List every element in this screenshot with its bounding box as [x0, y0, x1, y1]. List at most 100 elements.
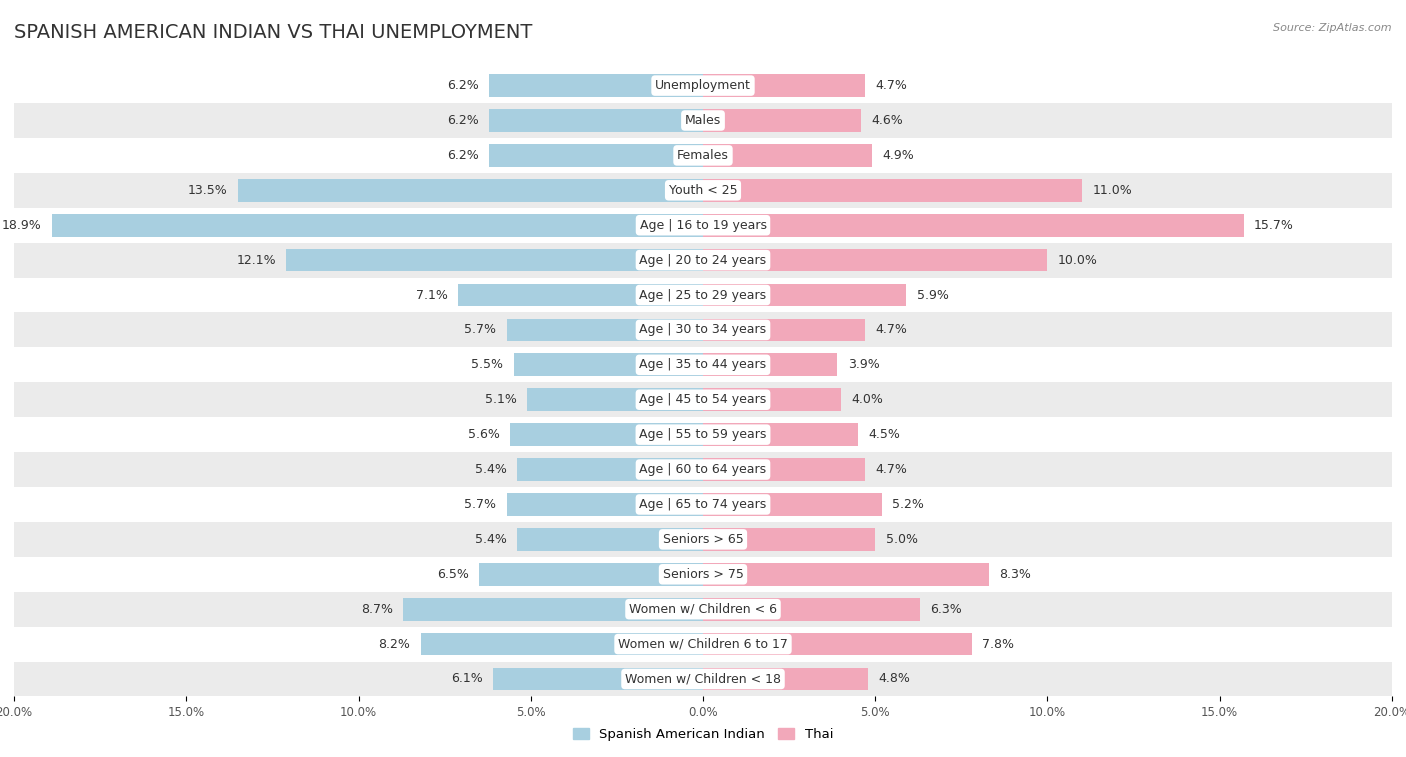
Bar — [703, 598, 920, 621]
Text: 4.7%: 4.7% — [875, 323, 907, 336]
Text: 6.5%: 6.5% — [437, 568, 468, 581]
Text: Age | 65 to 74 years: Age | 65 to 74 years — [640, 498, 766, 511]
Text: Women w/ Children < 6: Women w/ Children < 6 — [628, 603, 778, 615]
Bar — [404, 598, 703, 621]
Bar — [703, 144, 872, 167]
Bar — [14, 68, 1392, 103]
Bar — [479, 563, 703, 586]
Bar — [14, 243, 1392, 278]
Bar — [14, 522, 1392, 557]
Bar — [14, 592, 1392, 627]
Bar — [513, 354, 703, 376]
Bar — [494, 668, 703, 690]
Text: 8.7%: 8.7% — [361, 603, 392, 615]
Bar — [703, 423, 858, 446]
Bar — [703, 74, 865, 97]
Text: Age | 45 to 54 years: Age | 45 to 54 years — [640, 393, 766, 407]
Text: 7.8%: 7.8% — [981, 637, 1014, 650]
Text: 5.4%: 5.4% — [475, 463, 506, 476]
Text: 5.9%: 5.9% — [917, 288, 949, 301]
Bar — [506, 493, 703, 516]
Text: 13.5%: 13.5% — [188, 184, 228, 197]
Text: 5.5%: 5.5% — [471, 358, 503, 372]
Text: 4.6%: 4.6% — [872, 114, 904, 127]
Text: 10.0%: 10.0% — [1057, 254, 1098, 266]
Text: Age | 16 to 19 years: Age | 16 to 19 years — [640, 219, 766, 232]
Text: Women w/ Children 6 to 17: Women w/ Children 6 to 17 — [619, 637, 787, 650]
Bar — [703, 179, 1083, 201]
Text: Women w/ Children < 18: Women w/ Children < 18 — [626, 672, 780, 686]
Text: 6.2%: 6.2% — [447, 79, 479, 92]
Text: SPANISH AMERICAN INDIAN VS THAI UNEMPLOYMENT: SPANISH AMERICAN INDIAN VS THAI UNEMPLOY… — [14, 23, 533, 42]
Text: 5.6%: 5.6% — [468, 428, 499, 441]
Text: 18.9%: 18.9% — [1, 219, 42, 232]
Bar — [14, 452, 1392, 487]
Bar — [703, 633, 972, 656]
Bar — [14, 382, 1392, 417]
Bar — [14, 417, 1392, 452]
Bar — [703, 493, 882, 516]
Bar — [14, 662, 1392, 696]
Bar — [703, 668, 869, 690]
Text: 4.0%: 4.0% — [851, 393, 883, 407]
Bar — [14, 173, 1392, 207]
Bar — [703, 284, 907, 307]
Text: 6.2%: 6.2% — [447, 114, 479, 127]
Bar — [489, 74, 703, 97]
Bar — [458, 284, 703, 307]
Bar — [703, 109, 862, 132]
Bar — [703, 563, 988, 586]
Bar — [14, 313, 1392, 347]
Bar — [52, 214, 703, 236]
Text: Youth < 25: Youth < 25 — [669, 184, 737, 197]
Text: Age | 35 to 44 years: Age | 35 to 44 years — [640, 358, 766, 372]
Bar — [14, 278, 1392, 313]
Bar — [14, 207, 1392, 243]
Bar — [489, 109, 703, 132]
Text: 5.7%: 5.7% — [464, 323, 496, 336]
Legend: Spanish American Indian, Thai: Spanish American Indian, Thai — [568, 722, 838, 746]
Text: Age | 55 to 59 years: Age | 55 to 59 years — [640, 428, 766, 441]
Text: 6.2%: 6.2% — [447, 149, 479, 162]
Bar — [14, 557, 1392, 592]
Bar — [703, 249, 1047, 272]
Bar — [703, 388, 841, 411]
Bar — [506, 319, 703, 341]
Text: Unemployment: Unemployment — [655, 79, 751, 92]
Bar — [14, 347, 1392, 382]
Bar — [14, 103, 1392, 138]
Text: Source: ZipAtlas.com: Source: ZipAtlas.com — [1274, 23, 1392, 33]
Bar — [14, 138, 1392, 173]
Text: Males: Males — [685, 114, 721, 127]
Text: 4.5%: 4.5% — [869, 428, 900, 441]
Text: 4.7%: 4.7% — [875, 79, 907, 92]
Text: 5.4%: 5.4% — [475, 533, 506, 546]
Bar — [703, 214, 1244, 236]
Text: 15.7%: 15.7% — [1254, 219, 1294, 232]
Text: 8.3%: 8.3% — [1000, 568, 1031, 581]
Text: Age | 20 to 24 years: Age | 20 to 24 years — [640, 254, 766, 266]
Text: 7.1%: 7.1% — [416, 288, 449, 301]
Text: 8.2%: 8.2% — [378, 637, 411, 650]
Text: 4.7%: 4.7% — [875, 463, 907, 476]
Text: 4.9%: 4.9% — [882, 149, 914, 162]
Bar — [517, 458, 703, 481]
Text: Females: Females — [678, 149, 728, 162]
Text: 6.1%: 6.1% — [451, 672, 482, 686]
Bar — [517, 528, 703, 550]
Text: 6.3%: 6.3% — [931, 603, 962, 615]
Text: Age | 25 to 29 years: Age | 25 to 29 years — [640, 288, 766, 301]
Bar — [287, 249, 703, 272]
Bar — [14, 487, 1392, 522]
Bar — [14, 627, 1392, 662]
Bar — [238, 179, 703, 201]
Bar — [527, 388, 703, 411]
Text: 5.0%: 5.0% — [886, 533, 918, 546]
Text: 3.9%: 3.9% — [848, 358, 879, 372]
Text: Seniors > 65: Seniors > 65 — [662, 533, 744, 546]
Bar — [510, 423, 703, 446]
Text: 12.1%: 12.1% — [236, 254, 276, 266]
Bar — [489, 144, 703, 167]
Text: Age | 30 to 34 years: Age | 30 to 34 years — [640, 323, 766, 336]
Text: 5.1%: 5.1% — [485, 393, 517, 407]
